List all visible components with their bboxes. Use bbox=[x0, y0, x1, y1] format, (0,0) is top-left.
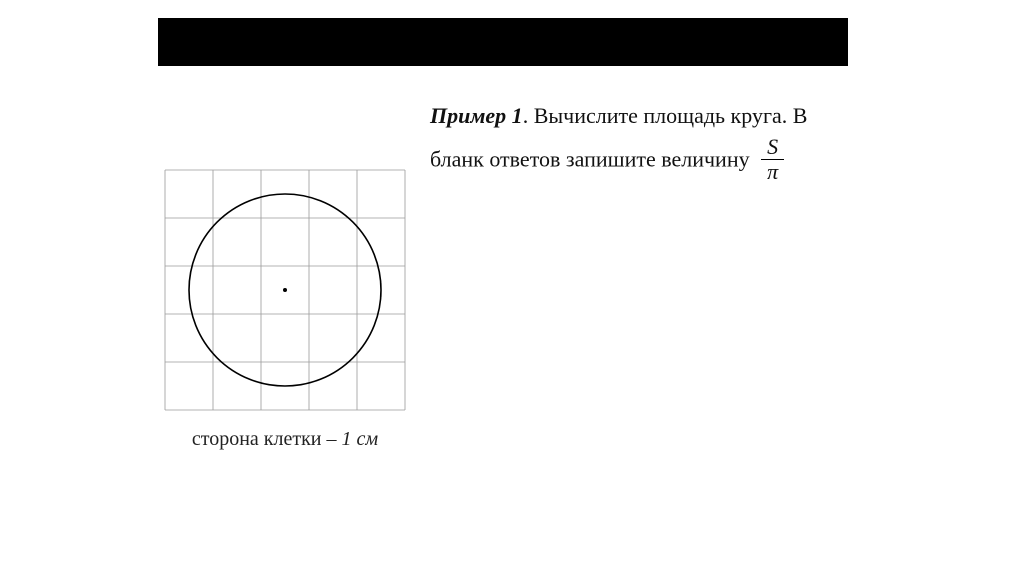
grid-circle-svg bbox=[160, 165, 410, 415]
fraction-denominator: π bbox=[761, 159, 784, 184]
content-area: сторона клетки – 1 см Пример 1. Вычислит… bbox=[100, 95, 924, 515]
caption-prefix: сторона клетки – bbox=[192, 428, 342, 450]
fraction-numerator: S bbox=[761, 135, 784, 159]
black-bar bbox=[158, 18, 848, 66]
caption-value: 1 см bbox=[342, 428, 379, 450]
figure-caption: сторона клетки – 1 см bbox=[160, 428, 410, 451]
problem-label: Пример 1 bbox=[430, 103, 523, 128]
fraction: Sπ bbox=[761, 135, 784, 184]
problem-text: Пример 1. Вычислите площадь круга. В бла… bbox=[430, 95, 860, 186]
figure: сторона клетки – 1 см bbox=[160, 165, 410, 451]
